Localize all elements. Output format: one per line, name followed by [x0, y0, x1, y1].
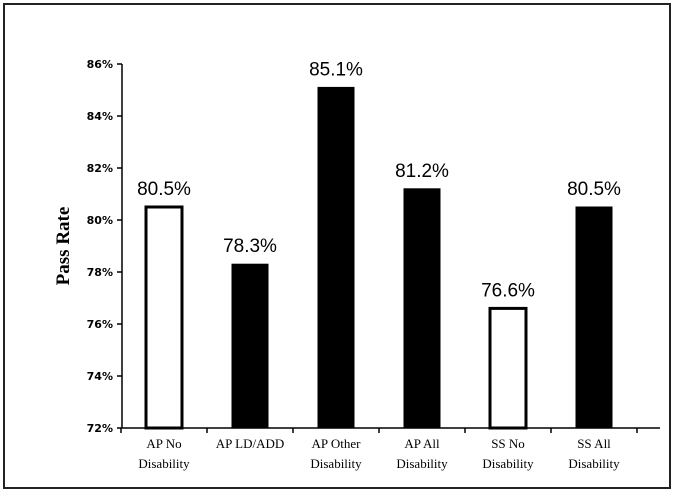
y-tick-label: 72%: [87, 422, 113, 435]
bar: [231, 263, 269, 429]
data-labels: 80.5% 78.3% 85.1% 81.2% 76.6% 80.5%: [137, 59, 621, 301]
x-category-label: Disability: [568, 456, 620, 471]
x-category-label: Disability: [138, 456, 190, 471]
data-label: 78.3%: [223, 236, 277, 257]
data-label: 81.2%: [395, 161, 449, 182]
bar: [317, 86, 355, 429]
y-axis-ticks: 72% 74% 76% 78% 80% 82% 84% 86%: [87, 58, 122, 435]
bars: [144, 86, 613, 430]
y-tick-label: 82%: [87, 162, 113, 175]
y-tick-label: 84%: [87, 110, 113, 123]
bar: [575, 206, 613, 429]
bar: [488, 306, 528, 430]
y-tick-label: 76%: [87, 318, 113, 331]
x-category-label: SS No: [491, 436, 525, 451]
bar: [144, 205, 184, 430]
y-tick-label: 78%: [87, 266, 113, 279]
x-category-label: SS All: [577, 436, 611, 451]
y-tick-label: 74%: [87, 370, 113, 383]
data-label: 76.6%: [481, 280, 535, 301]
data-label: 80.5%: [567, 179, 621, 200]
bar: [403, 188, 441, 429]
category-labels: AP No Disability AP LD/ADD AP Other Disabili…: [120, 428, 638, 471]
x-category-label: AP Other: [312, 436, 362, 451]
y-tick-label: 86%: [87, 58, 113, 71]
x-category-label: Disability: [482, 456, 534, 471]
x-category-label: AP All: [404, 436, 440, 451]
x-category-label: Disability: [396, 456, 448, 471]
x-category-label: AP LD/ADD: [216, 436, 285, 451]
x-category-label: Disability: [310, 456, 362, 471]
y-axis-title: Pass Rate: [53, 207, 74, 286]
y-tick-label: 80%: [87, 214, 113, 227]
data-label: 85.1%: [309, 59, 363, 80]
x-category-label: AP No: [146, 436, 181, 451]
data-label: 80.5%: [137, 179, 191, 200]
